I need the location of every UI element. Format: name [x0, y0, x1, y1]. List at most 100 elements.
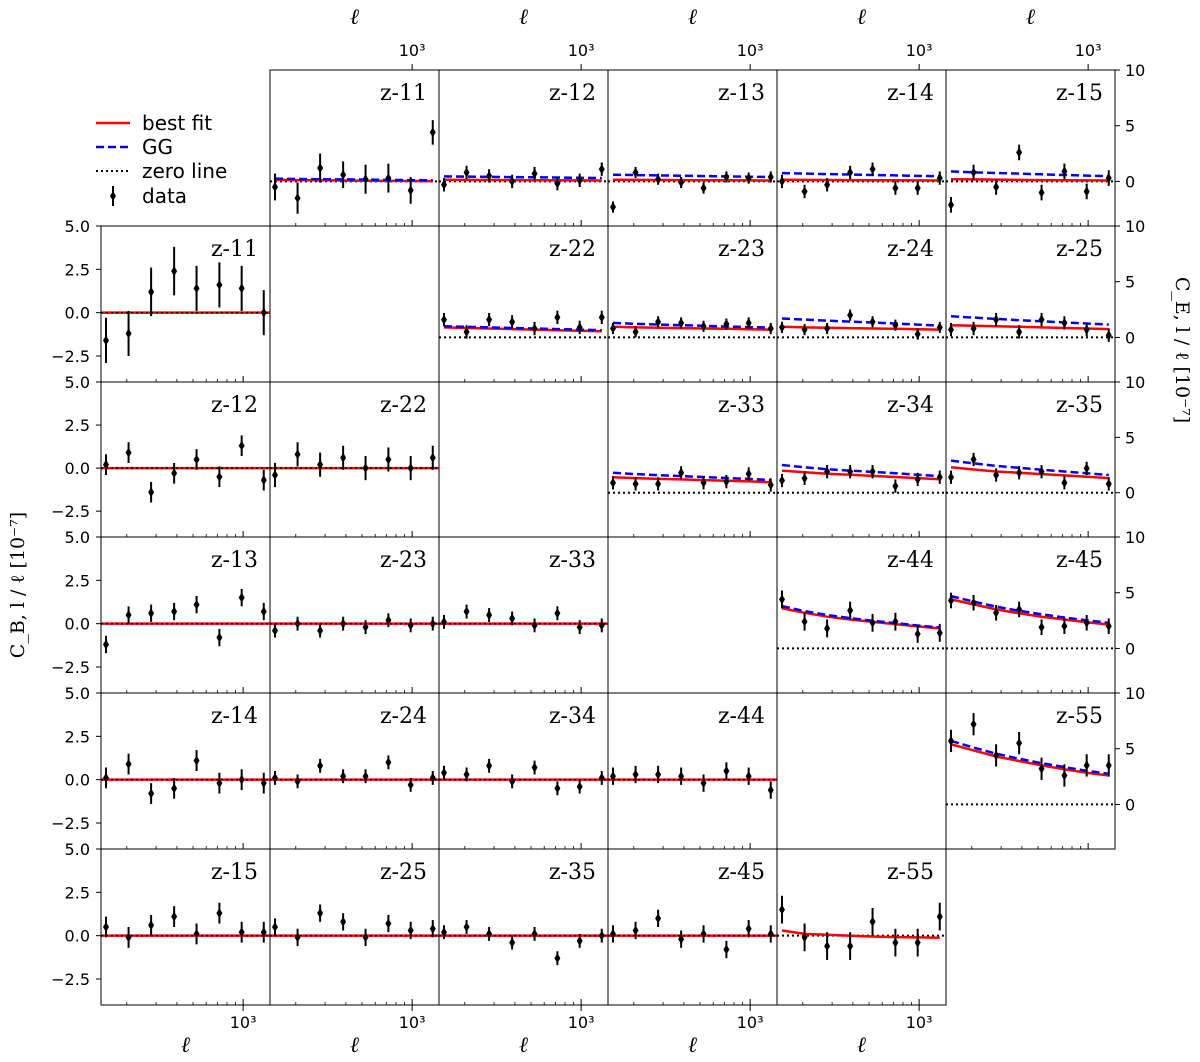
data-point	[260, 778, 267, 789]
gg-line	[612, 173, 771, 179]
data-point	[1105, 330, 1112, 341]
data-point	[407, 185, 414, 196]
data-point	[294, 193, 301, 204]
y-tick-label-b: 2.5	[65, 416, 90, 435]
panel-title: z-34	[887, 393, 934, 418]
panel-title: z-25	[380, 860, 427, 885]
data-point	[869, 916, 876, 927]
data-point	[385, 615, 392, 626]
data-point	[171, 911, 178, 922]
data-point	[440, 179, 447, 190]
data-point	[892, 183, 899, 194]
data-point	[801, 932, 808, 943]
best-fit-line	[781, 929, 940, 939]
data-point	[463, 769, 470, 780]
y-tick-label-e: 0	[1125, 328, 1135, 347]
data-point	[745, 771, 752, 782]
data-point	[970, 454, 977, 465]
data-point	[362, 622, 369, 633]
data-point	[148, 920, 155, 931]
data-point	[700, 183, 707, 194]
data-point	[1061, 621, 1068, 632]
data-point	[429, 923, 436, 934]
panel-B-z-33: z-33	[438, 536, 609, 694]
y-tick-label-b: −2.5	[51, 970, 90, 989]
data-point	[1105, 478, 1112, 489]
data-point	[655, 769, 662, 780]
data-point	[294, 449, 301, 460]
data-point	[294, 932, 301, 943]
data-point	[824, 323, 831, 334]
x-top-axis-label: ℓ	[519, 5, 529, 30]
data-point	[362, 463, 369, 474]
data-point	[632, 478, 639, 489]
data-point	[1061, 166, 1068, 177]
data-point	[801, 324, 808, 335]
x-top-tick-label: 10³	[399, 41, 426, 60]
data-point	[914, 937, 921, 948]
best-fit-line	[950, 323, 1109, 331]
data-point	[778, 176, 785, 187]
panel-E-z-33: z-33	[607, 381, 778, 538]
panel-title: z-55	[887, 860, 934, 885]
data-point	[407, 779, 414, 790]
data-point	[778, 904, 785, 915]
data-point	[609, 928, 616, 939]
gg-line	[950, 739, 1109, 776]
panel-B-z-23: z-23	[269, 536, 440, 694]
data-point	[767, 171, 774, 182]
data-point	[767, 323, 774, 334]
x-top-tick-label: 10³	[906, 41, 933, 60]
data-point	[1038, 314, 1045, 325]
data-point	[216, 279, 223, 290]
legend-label-zero-line: zero line	[142, 159, 227, 183]
gg-line	[274, 177, 433, 182]
data-point	[271, 625, 278, 636]
data-point	[1061, 477, 1068, 488]
data-point	[745, 468, 752, 479]
y-tick-label-b: 0.0	[65, 771, 90, 790]
data-point	[632, 769, 639, 780]
panel-title: z-12	[549, 81, 596, 106]
data-point	[486, 314, 493, 325]
panel-title: z-25	[1056, 237, 1103, 262]
data-point	[1061, 770, 1068, 781]
data-point	[531, 168, 538, 179]
data-point	[125, 447, 132, 458]
data-point	[509, 176, 516, 187]
legend: best fit GG zero line data	[96, 111, 227, 208]
data-point	[609, 771, 616, 782]
data-point	[1105, 621, 1112, 632]
data-point	[271, 772, 278, 783]
x-bottom-tick-label: 10³	[906, 1013, 933, 1032]
data-point	[700, 778, 707, 789]
data-point	[767, 479, 774, 490]
data-point	[1038, 187, 1045, 198]
data-point	[463, 167, 470, 178]
panel-E-z-55: z-55	[945, 692, 1116, 850]
data-point	[362, 932, 369, 943]
data-point	[778, 475, 785, 486]
data-point	[824, 623, 831, 634]
gg-line	[612, 471, 771, 482]
data-point	[824, 941, 831, 952]
data-point	[678, 467, 685, 478]
panel-B-z-11: z-11	[100, 225, 271, 383]
data-point	[340, 771, 347, 782]
data-point	[102, 772, 109, 783]
data-point	[317, 760, 324, 771]
data-point	[531, 928, 538, 939]
x-bottom-tick-label: 10³	[568, 1013, 595, 1032]
panel-title: z-44	[718, 704, 765, 729]
data-point	[340, 618, 347, 629]
data-point	[598, 772, 605, 783]
data-point	[1105, 173, 1112, 184]
data-point	[745, 173, 752, 184]
panel-title: z-34	[549, 704, 596, 729]
y-axis-label-e: C_E, l / ℓ [10⁻⁷]	[1171, 277, 1193, 423]
data-point	[238, 440, 245, 451]
panel-B-z-55: z-55	[776, 848, 947, 1006]
gg-line	[443, 325, 602, 332]
panel-title: z-11	[211, 237, 258, 262]
